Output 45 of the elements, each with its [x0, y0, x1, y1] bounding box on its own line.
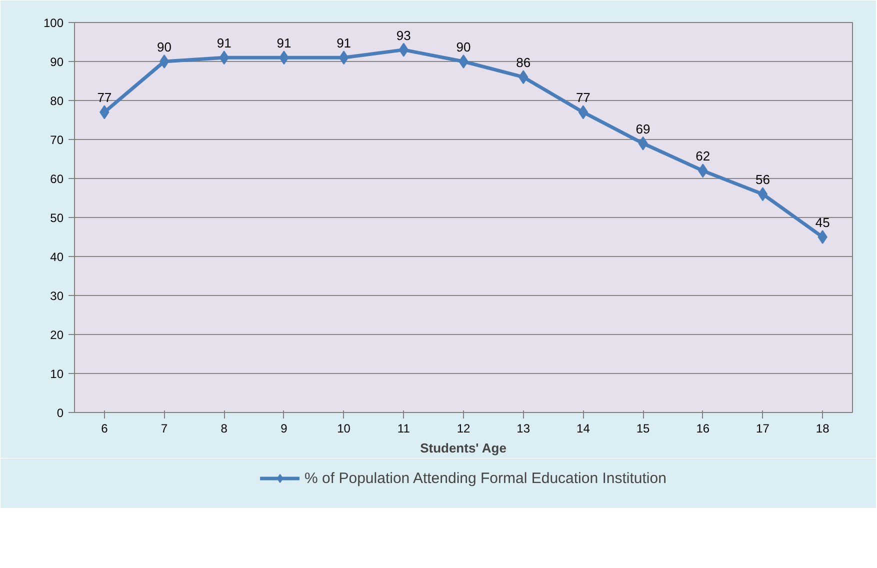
- x-tick-label: 14: [576, 422, 590, 436]
- x-tick-label: 15: [636, 422, 650, 436]
- data-label: 62: [696, 148, 710, 164]
- x-tick-label: 17: [756, 422, 770, 436]
- x-tick-label: 11: [397, 422, 410, 436]
- point: [458, 54, 468, 68]
- data-label: 91: [336, 36, 352, 51]
- y-tick-label: 20: [50, 328, 64, 342]
- y-tick-label: 40: [50, 250, 64, 264]
- point: [818, 230, 828, 244]
- x-tick-label: 7: [160, 422, 168, 436]
- data-label: 77: [97, 90, 112, 106]
- data-label: 91: [276, 36, 292, 51]
- point: [159, 54, 170, 68]
- data-label: 90: [157, 40, 172, 54]
- point: [758, 187, 768, 202]
- point: [578, 105, 588, 120]
- y-tick-label: 80: [50, 94, 64, 108]
- x-tick-label: 6: [101, 422, 108, 436]
- x-tick-label: 18: [816, 422, 830, 436]
- x-tick-label: 13: [516, 422, 530, 436]
- data-label: 91: [216, 36, 232, 51]
- data-label: 77: [576, 90, 590, 106]
- y-tick-label: 10: [50, 367, 64, 381]
- y-tick-label: 90: [50, 55, 64, 69]
- data-label: 56: [756, 172, 770, 188]
- x-tick-label: 16: [696, 422, 710, 436]
- y-tick-label: 0: [56, 406, 64, 420]
- y-tick-label: 60: [50, 172, 64, 186]
- y-tick-label: 70: [50, 133, 64, 147]
- point: [338, 50, 349, 65]
- y-tick-label: 50: [50, 211, 64, 225]
- x-tick-label: 9: [280, 422, 288, 436]
- legend-label: % of Population Attending Formal Education Institution: [304, 470, 666, 486]
- x-axis-title: Students' Age: [420, 440, 506, 456]
- x-tick-label: 12: [456, 422, 470, 436]
- y-tick-label: 30: [50, 289, 64, 303]
- x-tick-label: 8: [220, 422, 228, 436]
- data-label: 86: [516, 55, 531, 70]
- x-tick-label: 10: [337, 422, 351, 436]
- data-label: 93: [396, 28, 411, 43]
- y-tick-label: 100: [43, 16, 64, 30]
- data-label: 90: [456, 40, 471, 54]
- data-label: 45: [815, 215, 830, 230]
- data-label: 69: [636, 121, 650, 136]
